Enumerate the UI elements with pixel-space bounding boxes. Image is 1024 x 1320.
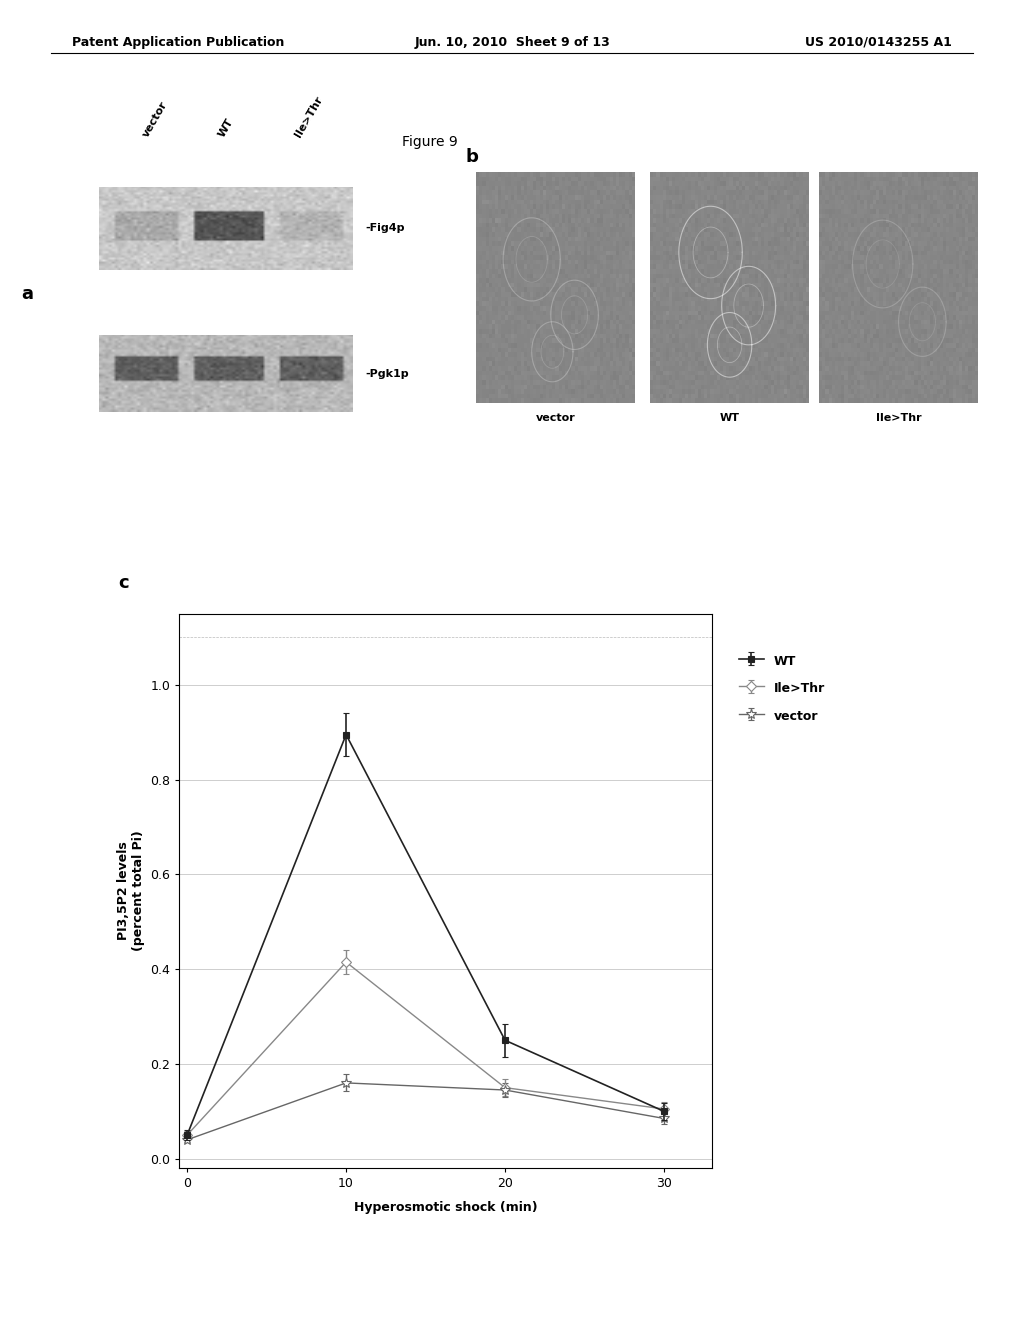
Text: a: a [22,285,33,302]
Text: vector: vector [141,100,170,140]
Text: -Pgk1p: -Pgk1p [366,368,410,379]
Text: vector: vector [536,413,575,424]
Text: Patent Application Publication: Patent Application Publication [72,36,284,49]
Text: Figure 9: Figure 9 [402,135,458,149]
Text: c: c [118,574,128,593]
Text: WT: WT [217,117,236,140]
Text: Jun. 10, 2010  Sheet 9 of 13: Jun. 10, 2010 Sheet 9 of 13 [414,36,610,49]
Text: b: b [466,148,479,166]
Text: US 2010/0143255 A1: US 2010/0143255 A1 [806,36,952,49]
Y-axis label: PI3,5P2 levels
(percent total Pi): PI3,5P2 levels (percent total Pi) [117,830,144,952]
X-axis label: Hyperosmotic shock (min): Hyperosmotic shock (min) [353,1201,538,1214]
Legend: WT, Ile>Thr, vector: WT, Ile>Thr, vector [734,648,830,729]
Text: WT: WT [720,413,739,424]
Text: Ile>Thr: Ile>Thr [293,95,325,140]
Text: -Fig4p: -Fig4p [366,223,406,234]
Text: Ile>Thr: Ile>Thr [876,413,922,424]
